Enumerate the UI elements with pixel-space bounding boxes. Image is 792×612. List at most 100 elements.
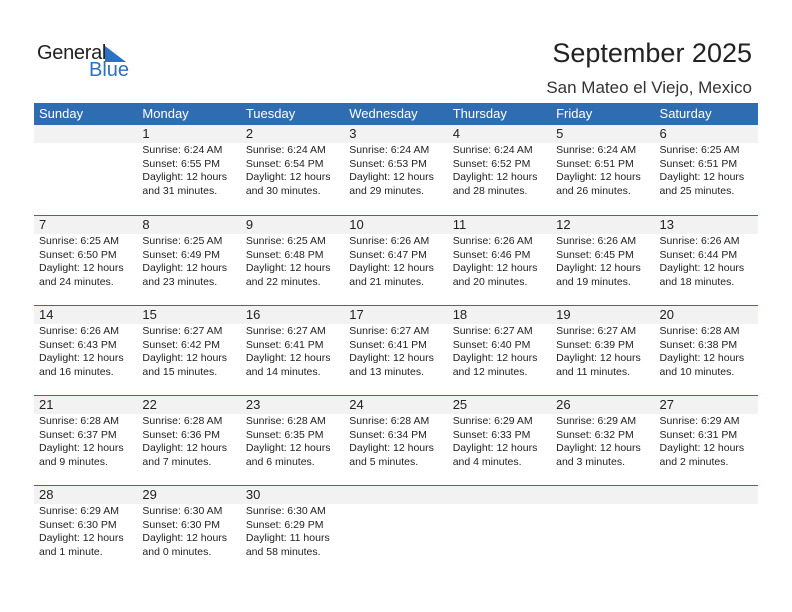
day-info: Sunrise: 6:29 AM Sunset: 6:30 PM Daylight:… — [34, 504, 137, 559]
sunset-text: Sunset: 6:29 PM — [245, 518, 324, 531]
day-cell: 19 Sunrise: 6:27 AM Sunset: 6:39 PM Dayligh… — [551, 306, 655, 395]
empty-cell — [34, 125, 138, 215]
day-info: Sunrise: 6:24 AM Sunset: 6:55 PM Daylight:… — [137, 143, 240, 198]
minutes-text: and 1 minute. — [39, 545, 103, 558]
day-number: 6 — [654, 125, 758, 143]
minutes-text: and 14 minutes. — [245, 365, 321, 378]
day-info: Sunrise: 6:29 AM Sunset: 6:32 PM Daylight:… — [551, 414, 654, 469]
day-number: 21 — [34, 396, 138, 414]
day-info: Sunrise: 6:26 AM Sunset: 6:44 PM Daylight:… — [655, 234, 758, 289]
day-number — [447, 486, 552, 504]
day-number: 7 — [34, 216, 138, 234]
week-row: 28 Sunrise: 6:29 AM Sunset: 6:30 PM Dayligh… — [34, 485, 758, 575]
day-cell: 14 Sunrise: 6:26 AM Sunset: 6:43 PM Dayligh… — [34, 306, 138, 395]
day-info: Sunrise: 6:29 AM Sunset: 6:33 PM Daylight:… — [448, 414, 551, 469]
sunset-text: Sunset: 6:42 PM — [142, 338, 221, 351]
daylight-text: Daylight: 12 hours — [245, 171, 331, 183]
weekday-thursday: Thursday — [452, 106, 507, 121]
day-cell: 6 Sunrise: 6:25 AM Sunset: 6:51 PM Daylight… — [654, 125, 758, 215]
sunset-text: Sunset: 6:38 PM — [659, 338, 738, 351]
day-info: Sunrise: 6:27 AM Sunset: 6:41 PM Daylight:… — [241, 324, 344, 379]
daylight-text: Daylight: 12 hours — [39, 352, 124, 364]
sunrise-text: Sunrise: 6:26 AM — [659, 235, 740, 247]
sunset-text: Sunset: 6:47 PM — [349, 248, 427, 261]
day-info: Sunrise: 6:25 AM Sunset: 6:48 PM Daylight:… — [241, 234, 344, 289]
daylight-text: Daylight: 12 hours — [245, 352, 331, 364]
sunset-text: Sunset: 6:34 PM — [349, 428, 427, 441]
sunrise-text: Sunrise: 6:30 AM — [245, 505, 326, 517]
sunrise-text: Sunrise: 6:29 AM — [556, 415, 637, 427]
empty-cell — [447, 486, 552, 575]
sunset-text: Sunset: 6:52 PM — [452, 157, 531, 170]
day-info: Sunrise: 6:28 AM Sunset: 6:35 PM Daylight:… — [241, 414, 344, 469]
sunrise-text: Sunrise: 6:27 AM — [349, 325, 430, 337]
logo-text-general: General — [37, 42, 107, 64]
day-number: 12 — [551, 216, 655, 234]
page-title: September 2025 — [552, 38, 752, 68]
minutes-text: and 0 minutes. — [142, 545, 212, 558]
day-cell: 25 Sunrise: 6:29 AM Sunset: 6:33 PM Dayligh… — [447, 396, 552, 485]
sunset-text: Sunset: 6:40 PM — [452, 338, 531, 351]
sunrise-text: Sunrise: 6:26 AM — [349, 235, 430, 247]
minutes-text: and 26 minutes. — [556, 184, 631, 197]
day-number: 1 — [137, 125, 241, 143]
sunrise-text: Sunrise: 6:28 AM — [349, 415, 430, 427]
sunset-text: Sunset: 6:31 PM — [659, 428, 738, 441]
minutes-text: and 23 minutes. — [142, 275, 218, 288]
day-number: 4 — [447, 125, 552, 143]
sunrise-text: Sunrise: 6:27 AM — [245, 325, 326, 337]
daylight-text: Daylight: 12 hours — [39, 532, 124, 544]
daylight-text: Daylight: 12 hours — [659, 352, 745, 364]
daylight-text: Daylight: 12 hours — [452, 262, 538, 274]
day-number — [551, 486, 655, 504]
location: San Mateo el Viejo, Mexico — [546, 78, 752, 97]
day-info: Sunrise: 6:26 AM Sunset: 6:43 PM Daylight:… — [34, 324, 137, 379]
daylight-text: Daylight: 12 hours — [556, 442, 641, 454]
daylight-text: Daylight: 12 hours — [142, 352, 228, 364]
day-number: 14 — [34, 306, 138, 324]
day-cell: 26 Sunrise: 6:29 AM Sunset: 6:32 PM Dayligh… — [551, 396, 655, 485]
sunset-text: Sunset: 6:33 PM — [452, 428, 531, 441]
sunset-text: Sunset: 6:37 PM — [39, 428, 117, 441]
weekday-monday: Monday — [142, 106, 189, 121]
minutes-text: and 6 minutes. — [245, 455, 315, 468]
logo-triangle-icon — [105, 46, 126, 62]
daylight-text: Daylight: 12 hours — [142, 442, 228, 454]
sunrise-text: Sunrise: 6:25 AM — [245, 235, 326, 247]
sunset-text: Sunset: 6:48 PM — [245, 248, 324, 261]
minutes-text: and 24 minutes. — [39, 275, 114, 288]
day-info: Sunrise: 6:28 AM Sunset: 6:36 PM Daylight:… — [137, 414, 240, 469]
day-info: Sunrise: 6:24 AM Sunset: 6:53 PM Daylight:… — [344, 143, 447, 198]
day-number: 3 — [344, 125, 448, 143]
sunrise-text: Sunrise: 6:25 AM — [39, 235, 119, 247]
sunrise-text: Sunrise: 6:24 AM — [142, 144, 223, 156]
minutes-text: and 3 minutes. — [556, 455, 625, 468]
day-info: Sunrise: 6:26 AM Sunset: 6:45 PM Daylight:… — [551, 234, 654, 289]
sunset-text: Sunset: 6:53 PM — [349, 157, 427, 170]
daylight-text: Daylight: 12 hours — [452, 352, 538, 364]
calendar-grid: Sunday Monday Tuesday Wednesday Thursday Frid… — [34, 103, 758, 575]
daylight-text: Daylight: 12 hours — [659, 262, 745, 274]
weekday-friday: Friday — [556, 106, 593, 121]
day-number — [34, 125, 138, 143]
daylight-text: Daylight: 12 hours — [142, 532, 228, 544]
weekday-saturday: Saturday — [659, 106, 712, 121]
sunrise-text: Sunrise: 6:28 AM — [39, 415, 119, 427]
day-number: 25 — [447, 396, 552, 414]
day-cell: 13 Sunrise: 6:26 AM Sunset: 6:44 PM Dayligh… — [654, 216, 758, 305]
daylight-text: Daylight: 12 hours — [349, 442, 434, 454]
daylight-text: Daylight: 12 hours — [659, 442, 745, 454]
day-number — [654, 486, 758, 504]
sunset-text: Sunset: 6:35 PM — [245, 428, 324, 441]
daylight-text: Daylight: 12 hours — [142, 262, 228, 274]
logo-text-blue: Blue — [89, 59, 130, 81]
day-info: Sunrise: 6:27 AM Sunset: 6:42 PM Daylight:… — [137, 324, 240, 379]
sunset-text: Sunset: 6:51 PM — [659, 157, 738, 170]
day-number: 11 — [447, 216, 552, 234]
day-number: 18 — [447, 306, 552, 324]
day-cell: 4 Sunrise: 6:24 AM Sunset: 6:52 PM Daylight… — [447, 125, 552, 215]
day-cell: 27 Sunrise: 6:29 AM Sunset: 6:31 PM Dayligh… — [654, 396, 758, 485]
sunset-text: Sunset: 6:41 PM — [245, 338, 324, 351]
day-number: 20 — [654, 306, 758, 324]
